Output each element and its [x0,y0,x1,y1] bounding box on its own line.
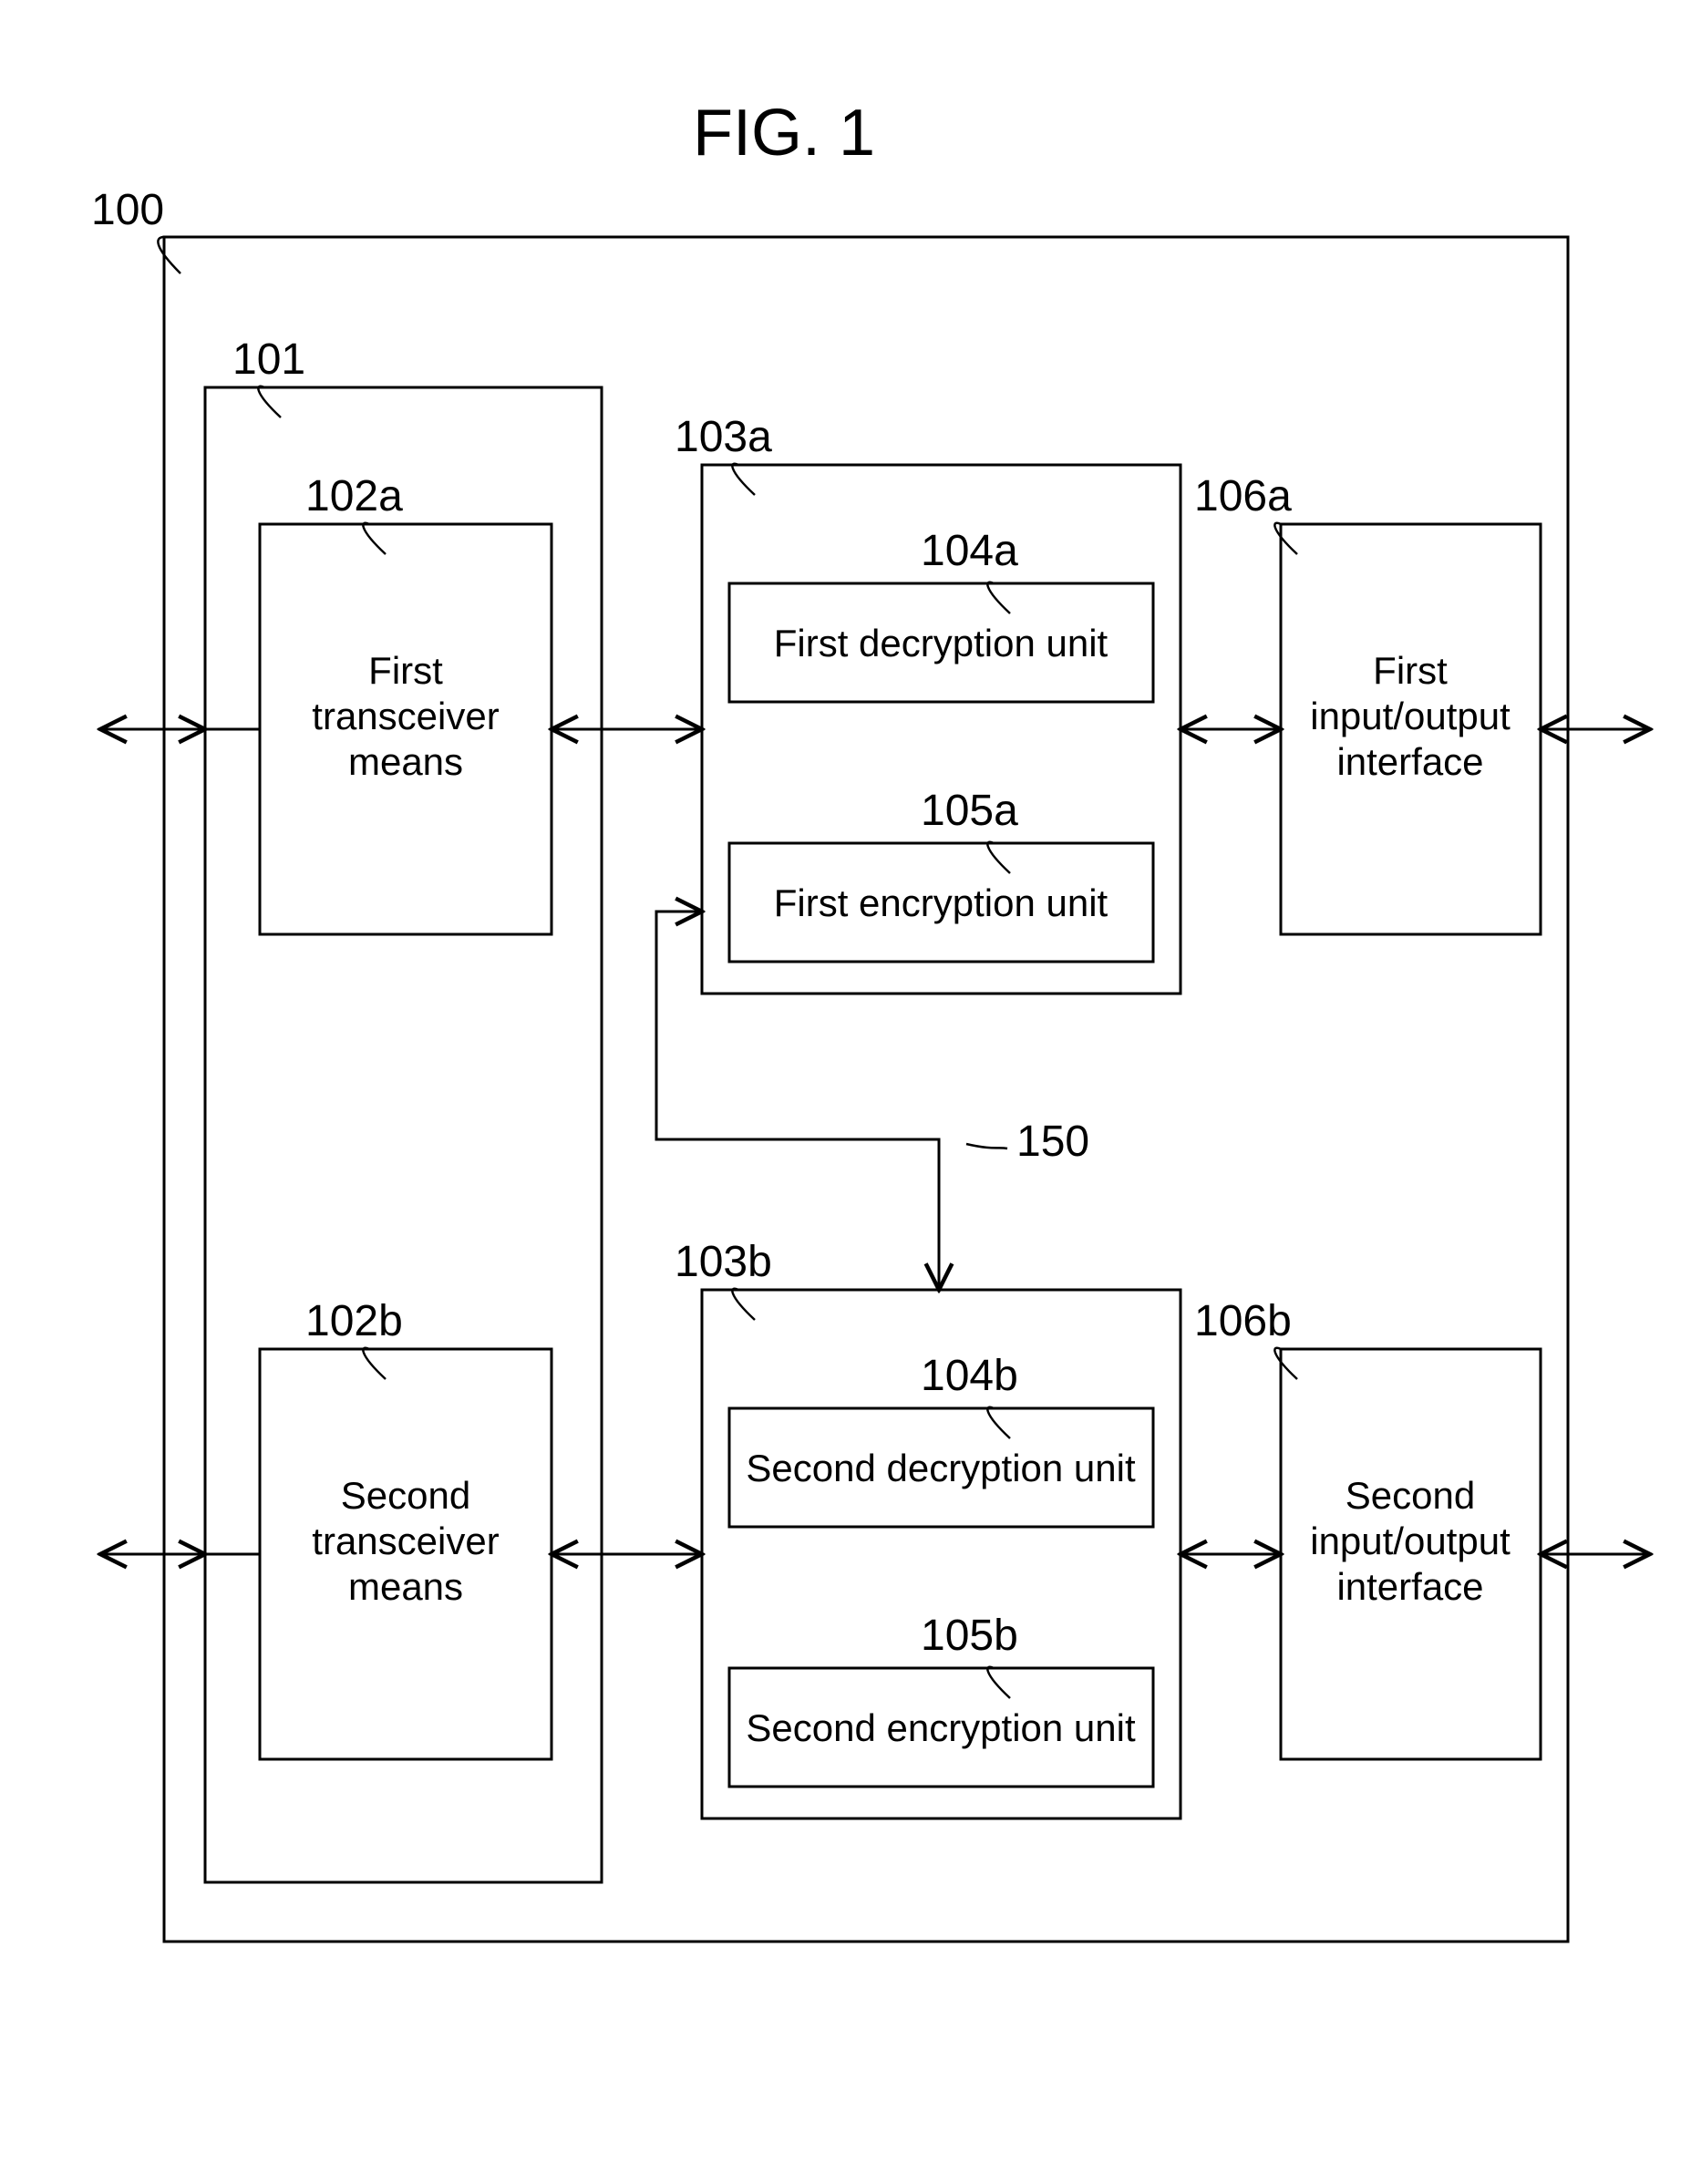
first-encryption-leader [987,842,1010,873]
second-transceiver-l2: transceiver [312,1520,499,1562]
first-transceiver-l1: First [368,649,443,692]
second-crypt-id: 103b [675,1238,772,1286]
second-decryption-leader [987,1407,1010,1438]
first-crypt-leader [732,464,755,495]
diagram-canvas: FIG. 1 100 101 102a First transceiver me… [0,0,1691,2184]
second-io-l1: Second [1346,1474,1475,1517]
first-encryption-label: First encryption unit [774,881,1108,924]
first-io-l1: First [1373,649,1448,692]
inner-box [205,387,602,1882]
second-transceiver-leader [363,1348,386,1379]
figure-title: FIG. 1 [693,97,875,170]
second-encryption-id: 105b [921,1612,1018,1660]
second-crypt-leader [732,1289,755,1320]
outer-box-id: 100 [91,186,164,234]
second-io-id: 106b [1194,1297,1292,1345]
first-decryption-label: First decryption unit [774,622,1108,664]
first-io-l3: interface [1336,740,1483,783]
inner-box-leader [258,386,281,417]
second-transceiver-l3: means [348,1565,463,1608]
first-decryption-id: 104a [921,527,1018,575]
second-decryption-label: Second decryption unit [746,1447,1136,1489]
second-encryption-label: Second encryption unit [746,1706,1136,1749]
link-150 [656,912,939,1290]
second-io-leader [1274,1348,1297,1379]
inner-box-id: 101 [232,335,305,384]
link-150-id: 150 [1016,1118,1089,1166]
outer-box-leader [158,237,180,273]
first-transceiver-l2: transceiver [312,695,499,737]
second-decryption-id: 104b [921,1352,1018,1400]
first-io-l2: input/output [1310,695,1511,737]
first-io-leader [1274,523,1297,554]
first-decryption-leader [987,582,1010,613]
first-transceiver-l3: means [348,740,463,783]
first-transceiver-leader [363,523,386,554]
second-io-l2: input/output [1310,1520,1511,1562]
first-io-id: 106a [1194,472,1292,520]
first-encryption-id: 105a [921,787,1018,835]
link-150-leader [966,1144,1007,1149]
second-io-l3: interface [1336,1565,1483,1608]
first-crypt-id: 103a [675,413,772,461]
first-transceiver-id: 102a [305,472,403,520]
second-transceiver-id: 102b [305,1297,403,1345]
second-transceiver-l1: Second [341,1474,470,1517]
second-encryption-leader [987,1667,1010,1698]
